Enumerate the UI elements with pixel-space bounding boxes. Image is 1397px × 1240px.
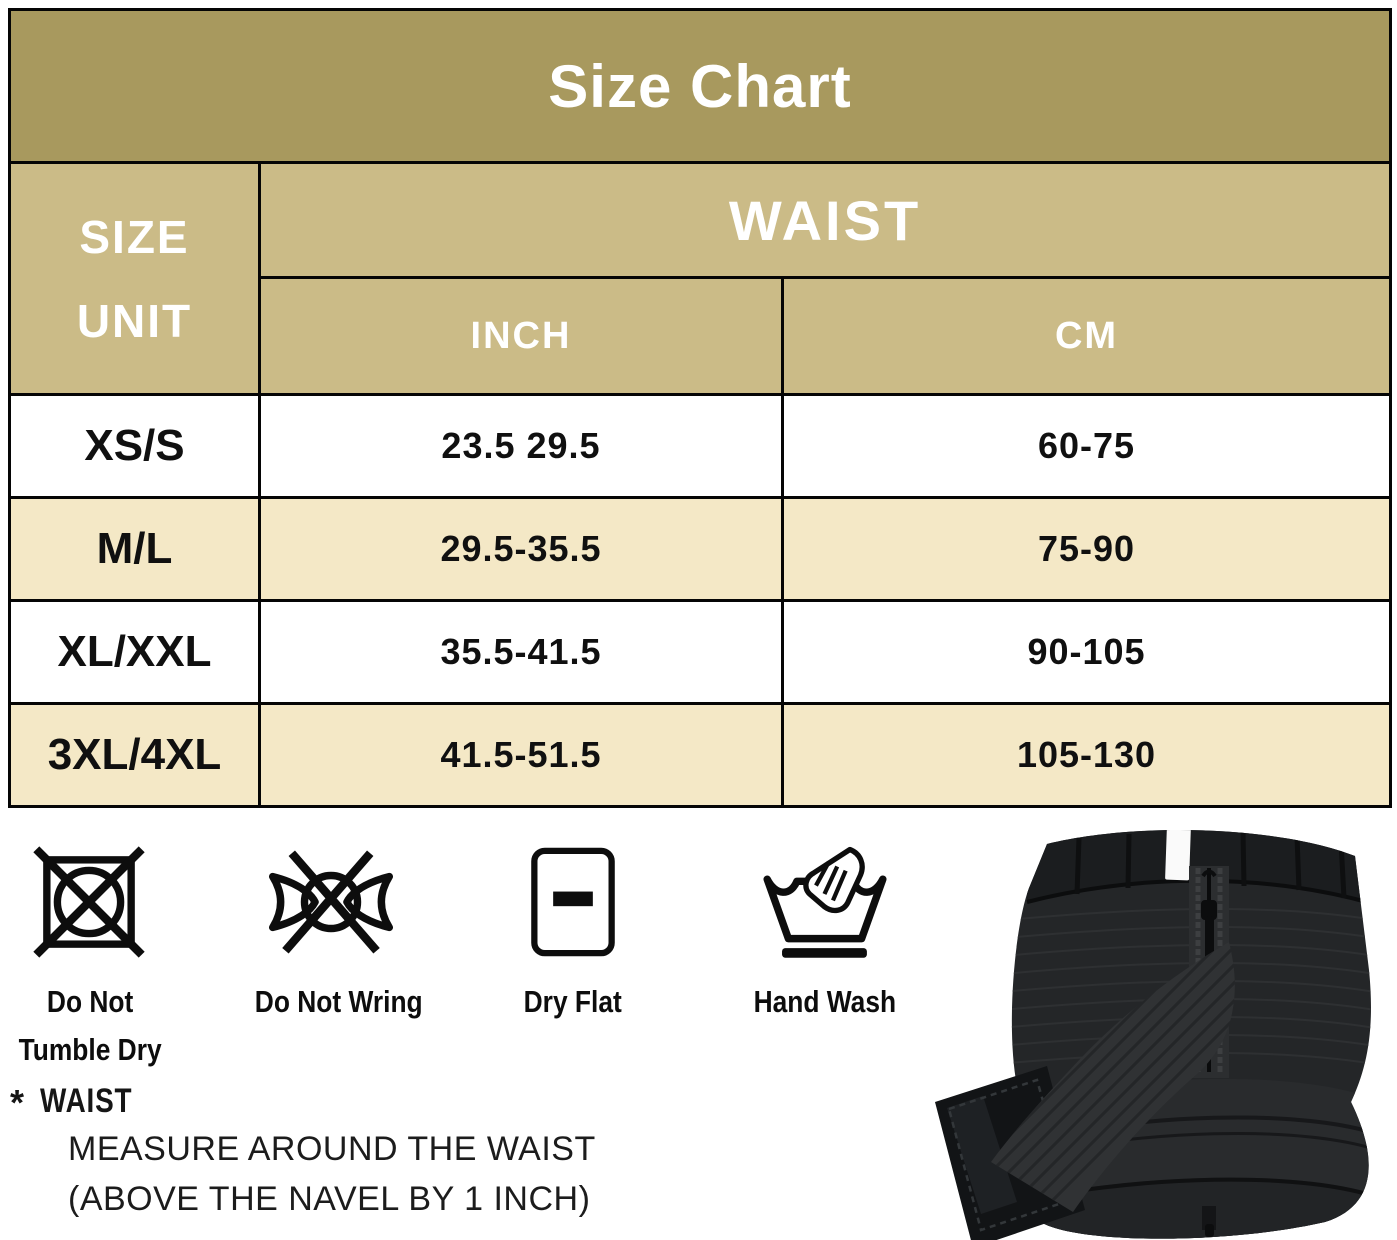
unit-label: UNIT — [76, 294, 193, 347]
cm-cell: 105-130 — [781, 702, 1392, 808]
care-item-do-not-wring: Do Not Wring — [240, 838, 423, 1026]
size-cell: M/L — [8, 496, 261, 602]
size-chart-table: Size Chart SIZE UNIT WAIST INCH CM XS/S … — [8, 8, 1392, 808]
note-navel-line: (ABOVE THE NAVEL BY 1 INCH) — [68, 1180, 591, 1218]
bottom-zipper — [1202, 1206, 1216, 1237]
table-row: 3XL/4XL 41.5-51.5 105-130 — [8, 702, 1392, 808]
product-tag — [1165, 830, 1191, 881]
inch-cell: 35.5-41.5 — [258, 599, 784, 705]
size-cell: 3XL/4XL — [8, 702, 261, 808]
size-cell: XS/S — [8, 393, 261, 499]
care-item-do-not-tumble-dry: Do Not Tumble Dry — [6, 838, 172, 1074]
waist-header: WAIST — [258, 161, 1392, 279]
waist-note: * WAIST MEASURE AROUND THE WAIST (ABOVE … — [10, 1082, 650, 1224]
cm-header: CM — [781, 276, 1392, 396]
inch-header: INCH — [258, 276, 784, 396]
care-label: Do Not Wring — [254, 984, 423, 1019]
cm-cell: 90-105 — [781, 599, 1392, 705]
size-unit-header: SIZE UNIT — [8, 161, 261, 396]
care-label: Do Not Tumble Dry — [18, 984, 162, 1068]
table-row: XL/XXL 35.5-41.5 90-105 — [8, 599, 1392, 705]
cm-cell: 75-90 — [781, 496, 1392, 602]
note-measure-line: MEASURE AROUND THE WAIST — [68, 1130, 596, 1168]
cm-cell: 60-75 — [781, 393, 1392, 499]
wrap-band — [935, 942, 1235, 1240]
table-row: M/L 29.5-35.5 75-90 — [8, 496, 1392, 602]
size-cell: XL/XXL — [8, 599, 261, 705]
note-title: WAIST — [40, 1082, 133, 1120]
inch-cell: 41.5-51.5 — [258, 702, 784, 808]
inch-cell: 23.5 29.5 — [258, 393, 784, 499]
size-label: SIZE — [79, 210, 190, 263]
waist-trainer-product-image — [935, 830, 1371, 1240]
table-row: XS/S 23.5 29.5 60-75 — [8, 393, 1392, 499]
inch-cell: 29.5-35.5 — [258, 496, 784, 602]
page-title: Size Chart — [8, 8, 1392, 164]
care-label: Dry Flat — [523, 984, 623, 1019]
do-not-wring-icon — [268, 850, 394, 954]
dry-flat-icon — [531, 847, 615, 957]
do-not-tumble-dry-icon — [33, 846, 145, 958]
care-label: Hand Wash — [753, 984, 897, 1019]
care-instructions: Do Not Tumble Dry Do Not Wring — [6, 838, 906, 1068]
care-item-dry-flat: Dry Flat — [494, 838, 652, 1026]
hand-wash-icon — [763, 846, 887, 958]
care-item-hand-wash: Hand Wash — [732, 838, 918, 1026]
asterisk: * — [10, 1082, 25, 1123]
